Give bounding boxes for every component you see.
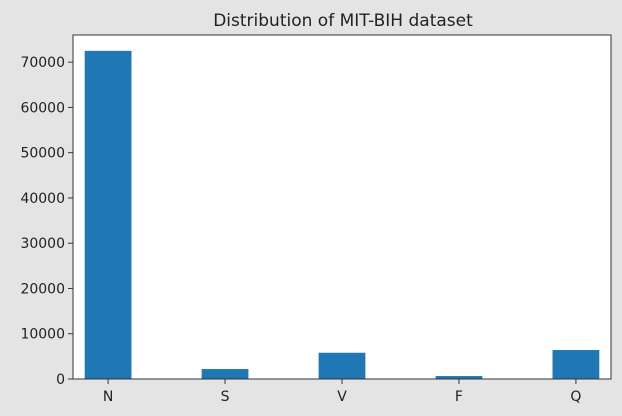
bar-Q	[552, 350, 600, 379]
y-tick-label: 30000	[20, 236, 65, 252]
y-tick-label: 50000	[20, 146, 65, 162]
x-tick-label: V	[337, 389, 347, 405]
y-axis: 0 10000 20000 30000 40000 50000 60000 70000	[20, 55, 73, 388]
bar-S	[201, 369, 249, 379]
x-tick-label: N	[103, 389, 113, 405]
bars	[84, 50, 600, 380]
y-tick-label: 40000	[20, 191, 65, 207]
chart-title: Distribution of MIT-BIH dataset	[213, 11, 473, 31]
bar-N	[84, 50, 132, 380]
x-tick-label: F	[455, 389, 463, 405]
bar-V	[318, 352, 366, 379]
bar-F	[435, 376, 483, 379]
plot-area	[73, 35, 611, 379]
plot-frame	[72, 34, 612, 380]
y-tick-label: 10000	[20, 327, 65, 343]
y-tick-label: 60000	[20, 100, 65, 116]
y-tick-label: 20000	[20, 281, 65, 297]
x-tick-label: S	[221, 389, 230, 405]
x-tick-label: Q	[570, 389, 581, 405]
y-tick-label: 0	[56, 372, 65, 388]
y-tick-label: 70000	[20, 55, 65, 71]
